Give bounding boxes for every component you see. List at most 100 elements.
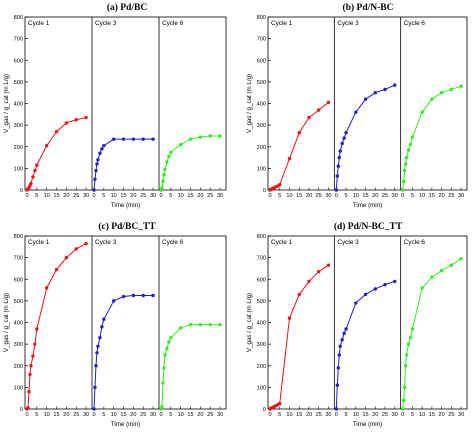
chart-panel-2: (b) Pd/N-BC0100200300400500600700800V_ga… xyxy=(246,2,468,209)
x-axis-label: Time (min) xyxy=(111,421,140,428)
data-point xyxy=(338,344,342,348)
data-point xyxy=(403,162,408,166)
x-tick-label: 15 xyxy=(187,412,193,418)
subplot-1: Cycle 10 5 10 15 20 25 30 xyxy=(268,20,332,199)
x-tick-label: 10 xyxy=(111,193,117,199)
data-point xyxy=(287,316,292,320)
data-point xyxy=(383,87,387,92)
data-point xyxy=(342,136,346,140)
data-point xyxy=(342,331,346,336)
y-tick-label: 600 xyxy=(14,58,23,64)
y-tick-label: 600 xyxy=(257,277,266,283)
y-axis-label: V_gas / g_cat (m L/g) xyxy=(246,293,253,352)
y-tick-label: 100 xyxy=(257,385,266,391)
x-tick-label: 5 xyxy=(169,193,172,199)
y-tick-label: 100 xyxy=(14,385,23,391)
data-point xyxy=(278,401,282,406)
data-point xyxy=(401,179,406,184)
data-point xyxy=(44,143,49,148)
data-point xyxy=(297,292,301,297)
x-tick-label: 5 xyxy=(278,412,281,418)
data-point xyxy=(373,90,377,95)
chart-panel-3: (c) Pd/BC_TT0100200300400500600700800V_g… xyxy=(3,221,227,428)
data-point xyxy=(111,137,116,141)
data-point xyxy=(178,142,183,147)
y-tick-label: 600 xyxy=(257,58,266,64)
data-point xyxy=(100,325,104,329)
cycle-label: Cycle 1 xyxy=(271,239,293,246)
x-tick-label: 15 xyxy=(429,412,435,418)
cycle-label: Cycle 3 xyxy=(95,20,117,27)
data-point xyxy=(363,292,368,297)
data-point xyxy=(208,134,212,138)
x-tick-label: 20 xyxy=(372,193,378,199)
data-point xyxy=(163,353,167,357)
cycle-label: Cycle 1 xyxy=(28,20,50,27)
data-point xyxy=(98,335,102,340)
data-point xyxy=(410,327,415,331)
data-point xyxy=(208,322,212,327)
data-point xyxy=(54,129,59,134)
x-tick-label: 20 xyxy=(63,412,69,418)
panel-title: (c) Pd/BC_TT xyxy=(98,221,156,232)
panel-title: (b) Pd/N-BC xyxy=(343,2,394,13)
x-axis-label: Time (min) xyxy=(353,202,382,209)
x-axis-label: Time (min) xyxy=(111,202,140,209)
x-tick-label: 20 xyxy=(130,412,136,418)
x-tick-label: 25 xyxy=(316,193,322,199)
x-tick-label: 25 xyxy=(448,193,454,199)
data-point xyxy=(402,168,407,173)
subplot-3: Cycle 6 0 5 10 15 20 25 30 xyxy=(400,20,464,199)
y-tick-label: 700 xyxy=(257,256,266,262)
subplot-1: Cycle 10 5 10 15 20 25 30 xyxy=(268,239,332,418)
data-point xyxy=(102,317,106,321)
data-point xyxy=(340,338,344,342)
subplot-1: Cycle 10 5 10 15 20 25 30 xyxy=(25,239,89,418)
x-tick-label: 20 xyxy=(197,193,203,199)
subplot-2: Cycle 30 5 10 15 20 25 30 xyxy=(92,239,156,418)
data-point xyxy=(96,158,100,162)
data-point xyxy=(335,174,340,178)
y-tick-label: 300 xyxy=(257,123,266,129)
x-tick-label: 30 xyxy=(83,193,89,199)
data-point xyxy=(307,115,311,120)
data-point xyxy=(35,163,39,167)
data-point xyxy=(121,137,126,141)
y-tick-label: 300 xyxy=(14,123,23,129)
x-tick-label: 25 xyxy=(140,193,146,199)
x-tick-label: 25 xyxy=(448,412,454,418)
data-point xyxy=(167,340,171,344)
x-tick-label: 25 xyxy=(207,193,213,199)
y-tick-label: 400 xyxy=(257,321,266,327)
data-point xyxy=(316,108,321,112)
data-point xyxy=(92,188,96,192)
x-tick-label: 20 xyxy=(130,193,136,199)
panel-title: (d) Pd/N-BC_TT xyxy=(334,221,403,232)
subplot-2: Cycle 30 5 10 15 20 25 30 xyxy=(334,239,398,418)
x-tick-label: 25 xyxy=(207,412,213,418)
data-point xyxy=(102,143,106,148)
data-point xyxy=(354,301,358,305)
data-point xyxy=(406,342,411,346)
data-point xyxy=(96,344,100,348)
x-axis-label: Time (min) xyxy=(353,421,382,428)
series-line xyxy=(269,264,329,410)
x-tick-label: 15 xyxy=(296,193,302,199)
x-tick-label: 25 xyxy=(382,412,388,418)
data-point xyxy=(35,327,39,331)
cycle-label: Cycle 1 xyxy=(271,20,293,27)
data-point xyxy=(404,155,409,160)
subplot-2: Cycle 30 5 10 15 20 25 30 xyxy=(334,20,398,199)
cycle-label: Cycle 6 xyxy=(162,239,184,246)
cycle-label: Cycle 6 xyxy=(404,20,426,27)
cycle-label: Cycle 6 xyxy=(162,20,184,27)
subplot-1: Cycle 10 5 10 15 20 25 30 xyxy=(25,20,89,199)
x-tick-label: 5 xyxy=(345,412,348,418)
y-tick-label: 700 xyxy=(257,37,266,43)
data-point xyxy=(297,130,301,135)
series-line xyxy=(335,280,395,410)
x-tick-label: 20 xyxy=(306,193,312,199)
y-tick-label: 800 xyxy=(14,15,23,21)
data-point xyxy=(26,406,30,410)
